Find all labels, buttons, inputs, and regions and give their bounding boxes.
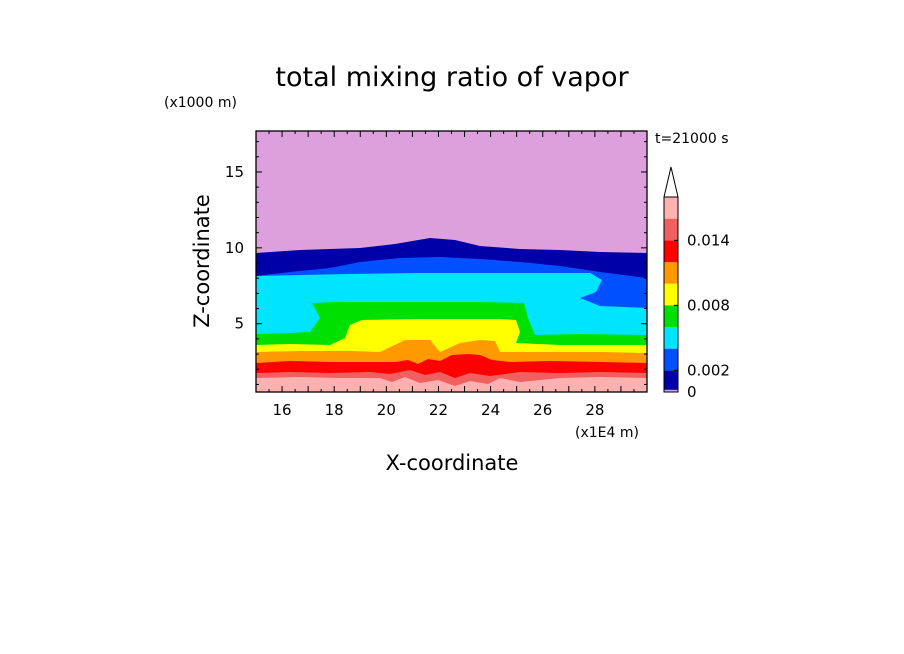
colorbar-segment: [664, 197, 678, 219]
contour-field: [256, 131, 647, 392]
time-label: t=21000 s: [655, 131, 729, 147]
colorbar-segment: [664, 370, 678, 390]
colorbar-segment: [664, 348, 678, 371]
x-tick-label: 16: [273, 401, 292, 419]
x-tick-label: 18: [325, 401, 344, 419]
x-tick-label: 28: [585, 401, 604, 419]
x-tick-label: 20: [377, 401, 396, 419]
chart-title: total mixing ratio of vapor: [275, 62, 629, 93]
y-tick-label: 10: [225, 239, 244, 257]
x-tick-label: 22: [429, 401, 448, 419]
colorbar-tick-label: 0: [687, 383, 697, 401]
colorbar-segment: [664, 283, 678, 306]
colorbar-frame: [663, 196, 679, 393]
colorbar-segment: [664, 305, 678, 327]
y-unit-label: (x1000 m): [164, 95, 237, 111]
colorbar-segment: [664, 262, 678, 284]
colorbar: 0 0.002 0.008 0.014: [663, 166, 730, 401]
colorbar-tick-label: 0.008: [687, 296, 730, 314]
colorbar-tick-label: 0.002: [687, 361, 730, 379]
x-axis-label: X-coordinate: [386, 451, 519, 475]
x-tick-label: 26: [533, 401, 552, 419]
colorbar-segment: [664, 389, 678, 392]
x-tick-label: 24: [481, 401, 500, 419]
x-axis-ticks: 16 18 20 22 24 26 28: [255, 131, 648, 419]
y-tick-label: 5: [234, 315, 244, 333]
colorbar-tick-label: 0.014: [687, 231, 730, 249]
colorbar-segment: [664, 327, 678, 349]
y-tick-label: 15: [225, 163, 244, 181]
colorbar-segment: [664, 218, 678, 241]
colorbar-extension: [663, 166, 679, 198]
y-axis-ticks: 5 10 15: [225, 141, 647, 385]
band-9: [256, 377, 647, 392]
x-unit-label: (x1E4 m): [575, 425, 639, 441]
colorbar-segment: [664, 240, 678, 262]
y-axis-label: Z-coordinate: [190, 194, 214, 328]
